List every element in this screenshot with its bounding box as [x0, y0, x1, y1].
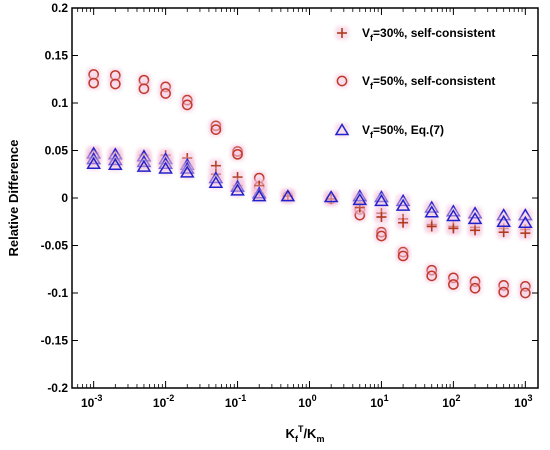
triangle-point — [323, 190, 339, 205]
plus-point — [374, 210, 389, 224]
triangle-point — [179, 165, 195, 180]
y-tick-label: -0.1 — [47, 286, 68, 300]
y-axis-label: Relative Difference — [6, 139, 21, 256]
triangle-point — [352, 192, 368, 207]
plus-point — [446, 221, 461, 236]
plus-point — [396, 215, 411, 230]
circle-point — [108, 77, 123, 91]
y-tick-label: -0.2 — [47, 381, 68, 395]
x-tick-label: 100 — [298, 393, 316, 410]
y-tick-label: 0.05 — [45, 144, 69, 158]
circle-point — [518, 286, 533, 300]
plus-point — [468, 223, 483, 238]
x-label-main: K — [286, 426, 296, 441]
legend-marker-triangle — [334, 123, 350, 137]
y-tick-label: -0.15 — [41, 334, 69, 348]
triangle-point — [518, 215, 533, 230]
x-tick-label: 103 — [514, 393, 532, 410]
triangle-point — [280, 189, 296, 204]
triangle-point — [107, 157, 123, 172]
circle-point — [208, 122, 223, 137]
circle-point — [374, 229, 389, 243]
x-axis-label: KfT/Km — [286, 424, 325, 444]
triangle-point — [424, 205, 440, 220]
circle-point — [396, 248, 411, 263]
legend-marker-plus — [335, 26, 349, 40]
circle-point — [446, 277, 461, 292]
y-tick-label: 0.1 — [51, 96, 68, 110]
triangle-point — [446, 209, 461, 224]
circle-point — [180, 97, 195, 112]
triangle-point — [158, 161, 173, 176]
legend-entry: Vf=30%, self-consistent — [362, 26, 495, 43]
circle-point — [468, 281, 483, 296]
triangle-point — [374, 193, 389, 208]
circle-point — [496, 285, 511, 300]
y-tick-label: 0.15 — [45, 49, 69, 63]
data-marks — [86, 67, 533, 300]
x-label-sub2: m — [316, 434, 324, 444]
triangle-point — [496, 214, 511, 229]
legend: Vf=30%, self-consistent Vf=50%, self-cons… — [334, 26, 495, 140]
triangle-point — [395, 198, 411, 213]
legend-entry: Vf=50%, self-consistent — [362, 74, 495, 91]
x-tick-label: 10-2 — [153, 393, 174, 410]
x-label-sub1: f — [295, 434, 299, 444]
x-label-sup: T — [298, 424, 304, 434]
triangle-point — [251, 189, 267, 204]
x-tick-label: 10-3 — [81, 393, 102, 410]
x-tick-label: 101 — [370, 393, 388, 410]
x-tick-label: 10-1 — [225, 393, 246, 410]
circle-point — [86, 76, 101, 91]
triangle-point — [467, 211, 483, 226]
triangle-point — [208, 175, 224, 190]
legend-entry: Vf=50%, Eq.(7) — [362, 123, 444, 140]
x-tick-label: 102 — [442, 393, 460, 410]
y-tick-label: 0.2 — [51, 1, 68, 15]
legend-marker-circle — [335, 74, 349, 88]
triangle-point — [86, 156, 101, 171]
triangle-point — [230, 183, 245, 198]
axis-ticks: -0.2 -0.15 -0.1 -0.05 0 0.05 0.1 0.15 0.2 10-3 10-… — [41, 1, 538, 410]
y-tick-label: 0 — [61, 191, 68, 205]
circle-point — [424, 268, 439, 283]
y-tick-label: -0.05 — [41, 239, 69, 253]
plus-point — [424, 219, 439, 234]
circle-point — [230, 147, 245, 162]
triangle-point — [136, 159, 152, 174]
circle-point — [136, 81, 151, 96]
x-label-sep: /K — [303, 426, 317, 441]
circle-point — [158, 86, 173, 101]
plot-frame — [71, 7, 539, 389]
